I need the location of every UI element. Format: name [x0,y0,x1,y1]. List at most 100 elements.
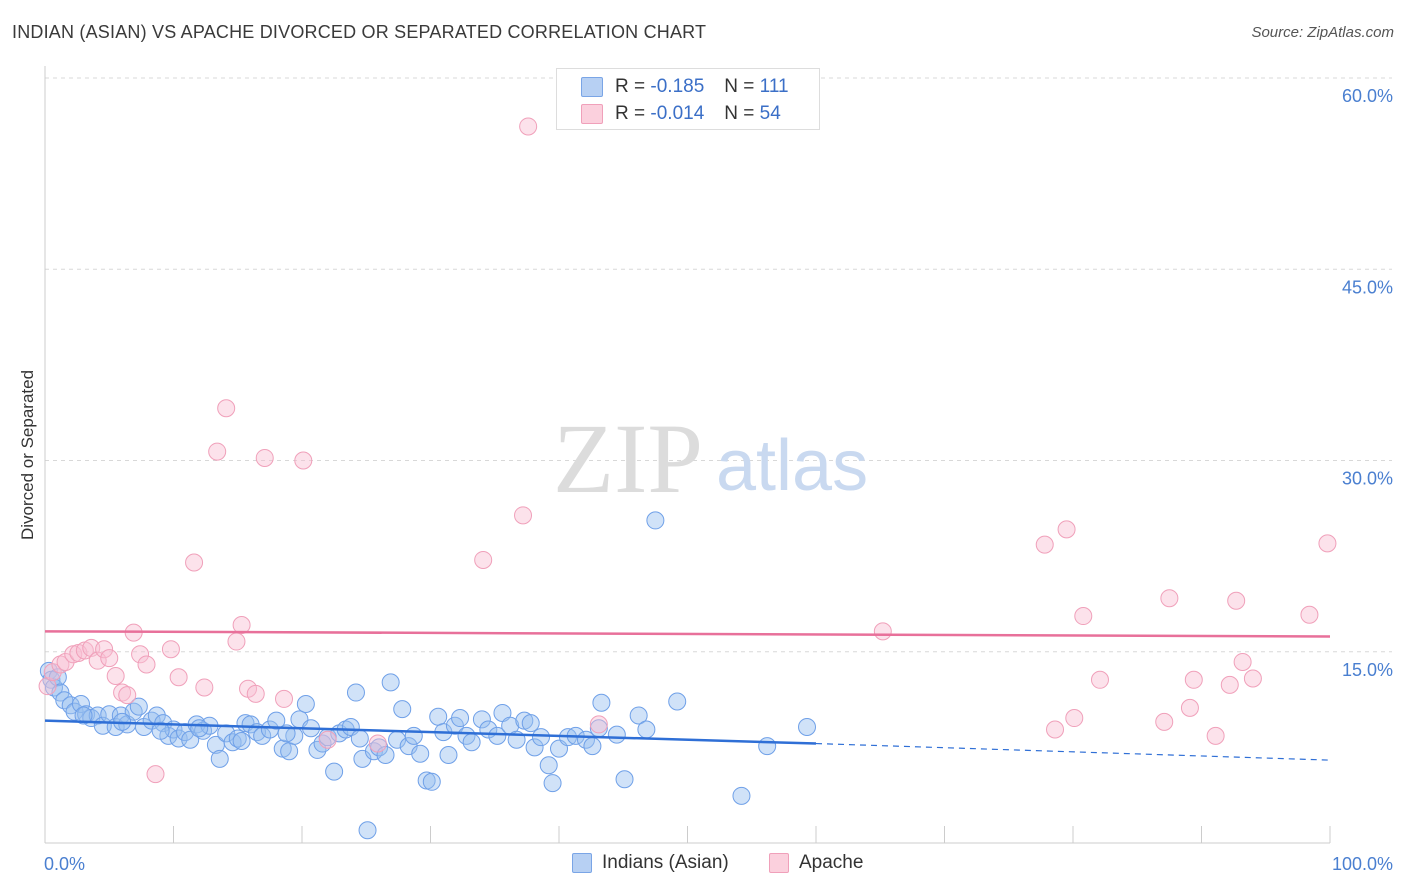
legend-r-value: -0.014 [650,103,705,124]
point-indians [169,729,188,748]
legend-label: Apache [799,852,864,873]
legend-n-value: 111 [759,76,789,97]
point-indians [798,717,817,736]
point-apache [474,550,493,569]
point-apache [146,765,165,784]
point-indians [65,702,84,721]
point-apache [113,683,132,702]
point-apache [1184,670,1203,689]
point-apache [1065,709,1084,728]
y-axis-label: Divorced or Separated [18,370,37,540]
point-indians [543,774,562,793]
point-apache [161,640,180,659]
point-indians [439,746,458,765]
point-apache [56,652,75,671]
point-apache [88,651,107,670]
point-apache [195,678,214,697]
point-indians [646,511,665,530]
trend-line-indians [44,719,817,745]
point-indians [525,738,544,757]
point-indians [393,700,412,719]
series-apache [38,117,1337,784]
point-apache [275,689,294,708]
legend-row-apache: R = -0.014 N = 54 [581,102,781,126]
point-apache [43,663,62,682]
point-indians [422,772,441,791]
point-indians [325,762,344,781]
point-indians [350,729,369,748]
point-apache [38,677,57,696]
y-tick-label: 45.0% [1342,277,1393,297]
point-apache [1227,591,1246,610]
point-indians [451,709,470,728]
point-indians [241,715,260,734]
point-apache [118,686,137,705]
point-apache [1220,675,1239,694]
point-indians [151,721,170,740]
point-apache [1046,720,1065,739]
point-indians [758,737,777,756]
trend-line-indians-extension [815,742,1331,761]
point-indians [232,732,251,750]
point-indians [74,706,93,725]
point-apache [368,734,387,753]
point-indians [88,706,107,725]
point-apache [227,632,246,651]
stats-legend: R = -0.185 N = 111 R = -0.014 N = 54 [556,68,820,130]
point-indians [532,728,551,747]
point-apache [318,730,337,749]
watermark-zip: ZIP [553,403,703,514]
legend-swatch-pink [581,104,603,124]
point-apache [131,645,150,664]
point-apache [1233,652,1252,671]
point-apache [1035,535,1054,554]
legend-item-apache[interactable]: Apache [769,852,863,874]
point-indians [296,695,315,714]
point-indians [607,725,626,744]
point-apache [95,640,114,659]
chart-title: INDIAN (ASIAN) VS APACHE DIVORCED OR SEP… [12,22,707,42]
point-apache [589,715,608,734]
point-apache [519,117,538,136]
point-apache [217,399,236,418]
point-indians [429,707,448,726]
legend-n-label: N = [724,103,755,124]
point-indians [462,733,481,752]
point-indians [129,697,148,716]
point-indians [592,693,611,712]
y-tick-label: 60.0% [1342,86,1393,106]
legend-r-label: R = [615,76,646,97]
point-apache [100,649,119,668]
point-indians [411,744,430,763]
y-tick-label: 30.0% [1342,469,1393,489]
point-apache [873,622,892,641]
point-indians [521,714,540,733]
x-tick-label: 100.0% [1332,854,1393,874]
point-apache [514,506,533,525]
point-apache [169,668,188,687]
legend-swatch-blue [572,853,592,873]
point-indians [404,726,423,745]
point-apache [246,684,265,703]
point-indians [668,692,687,711]
point-indians [381,673,400,692]
legend-swatch-blue [581,77,603,97]
point-apache [208,442,227,461]
legend-item-indians[interactable]: Indians (Asian) [572,852,729,874]
y-tick-label: 15.0% [1342,660,1393,680]
point-apache [1300,605,1319,624]
legend-swatch-pink [769,853,789,873]
legend-label: Indians (Asian) [602,852,729,873]
point-apache [294,451,313,470]
point-apache [1180,698,1199,717]
point-apache [106,666,125,685]
point-indians [358,821,377,840]
point-indians [280,742,299,761]
point-indians [210,749,229,768]
point-apache [1074,607,1093,626]
point-indians [629,706,648,725]
legend-n-value: 54 [759,103,781,124]
point-indians [472,710,491,729]
x-tick-labels: 0.0% 100.0% [44,854,1393,874]
